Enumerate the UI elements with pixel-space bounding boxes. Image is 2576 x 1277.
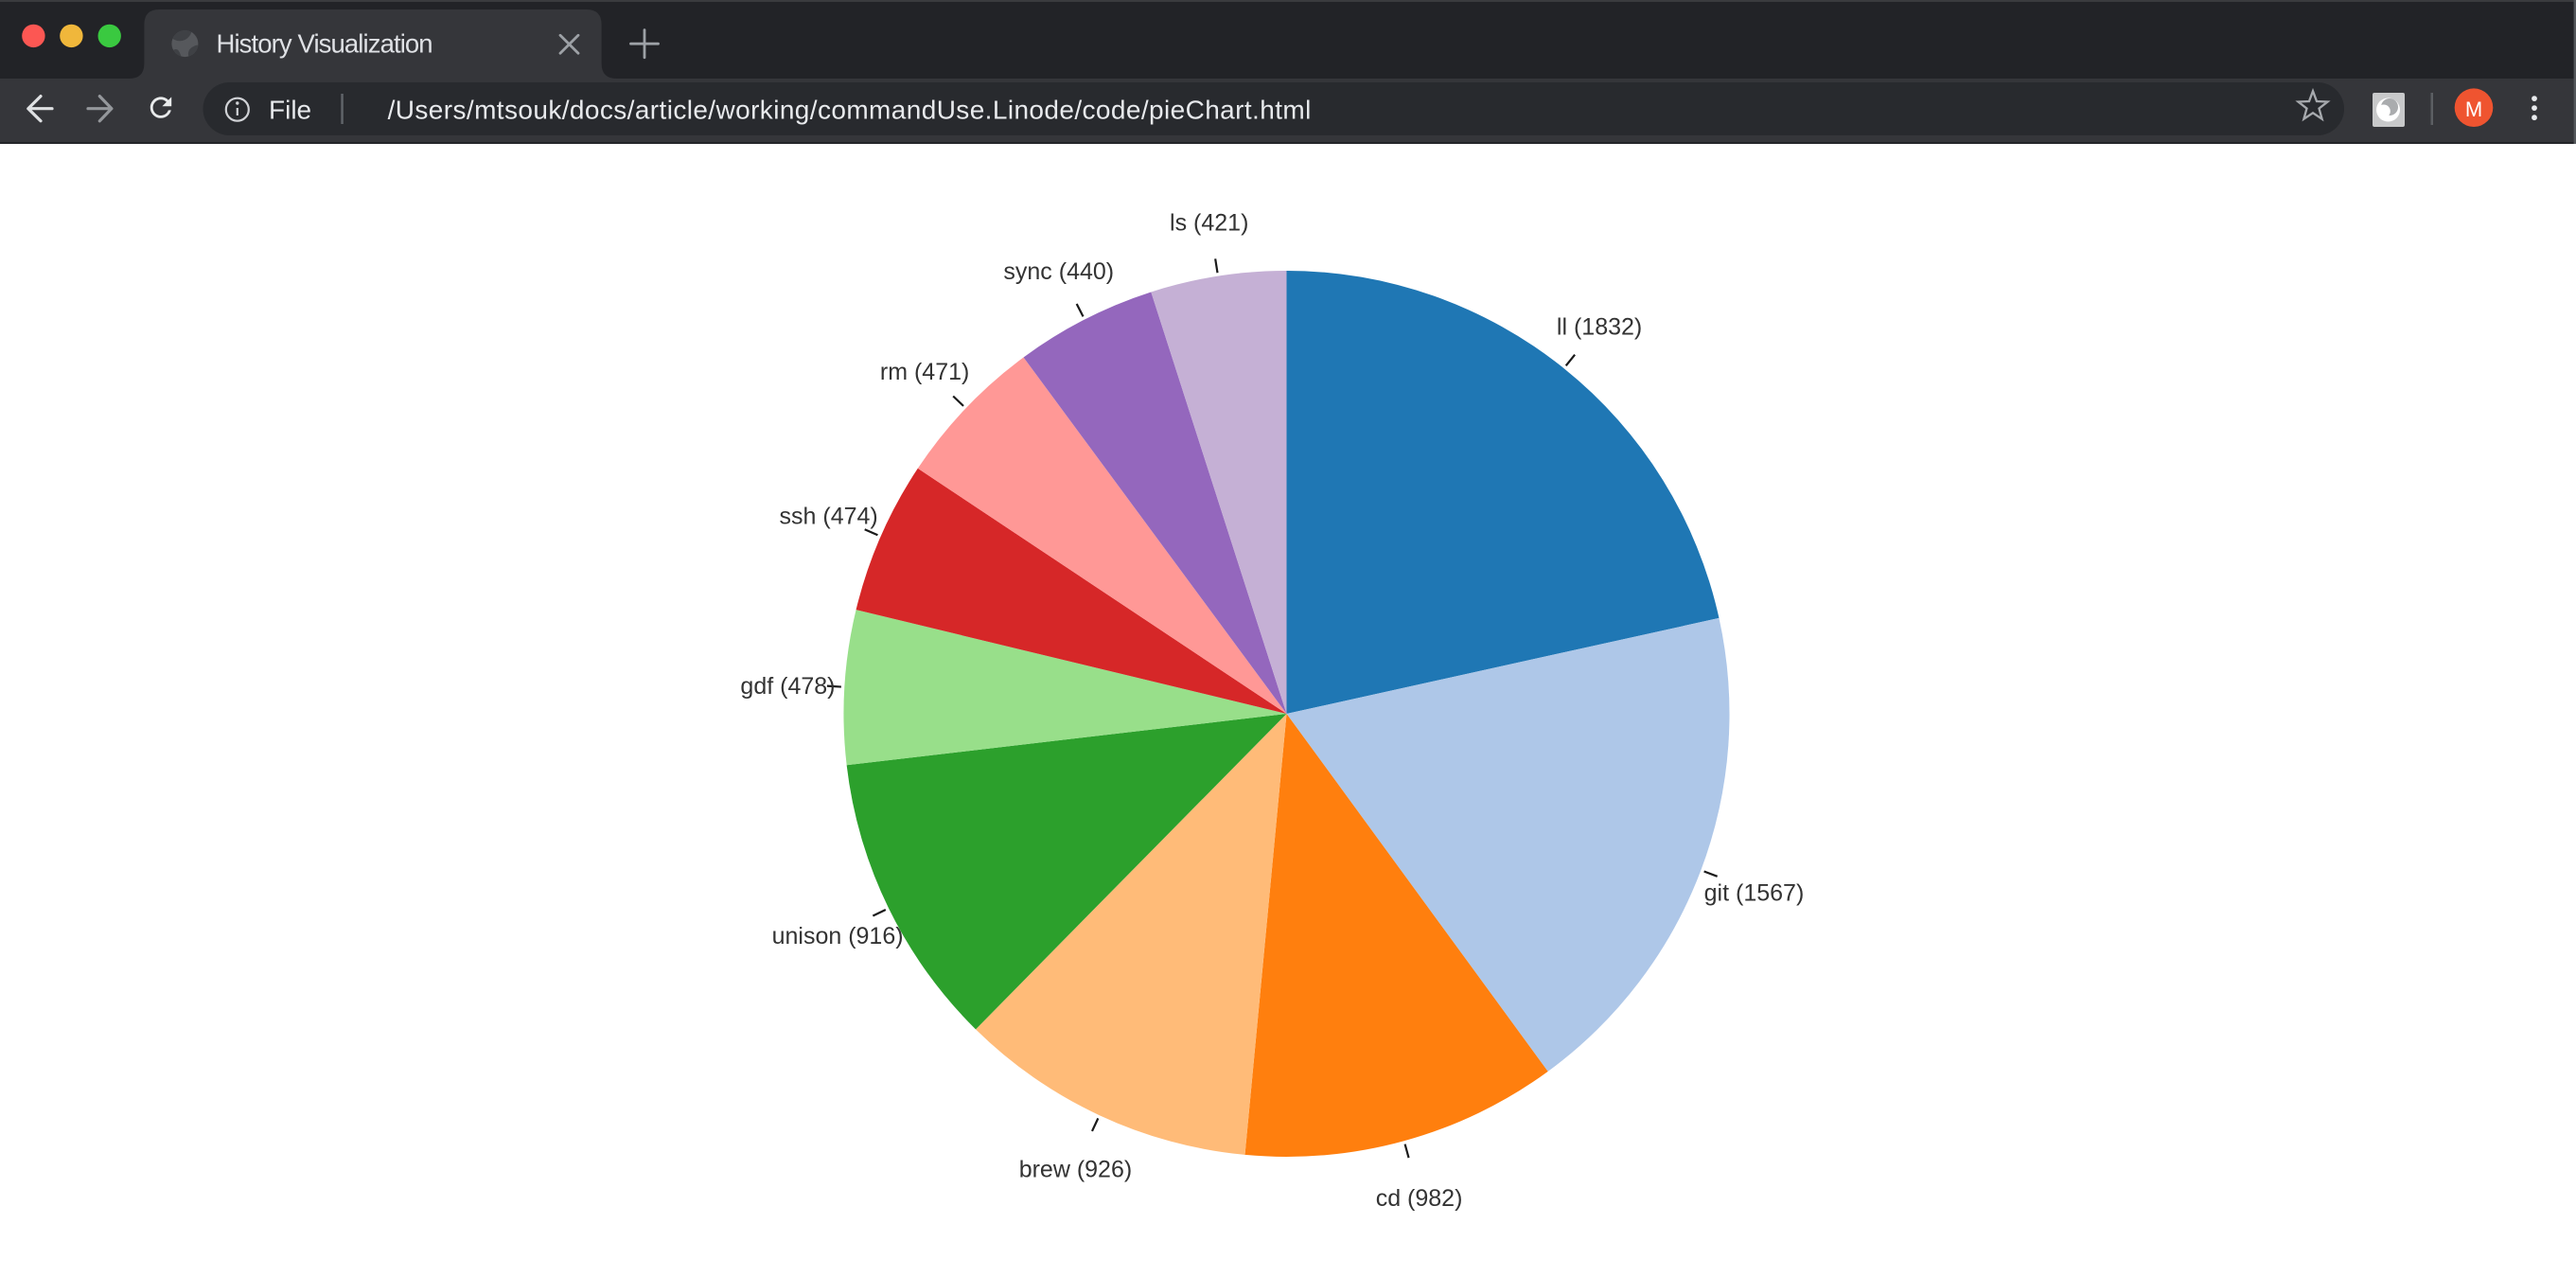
svg-text:git (1567): git (1567)	[1704, 879, 1805, 906]
svg-text:brew (926): brew (926)	[1019, 1157, 1133, 1183]
svg-text:/Users/mtsouk/docs/article/wor: /Users/mtsouk/docs/article/working/comma…	[388, 96, 1312, 125]
svg-text:unison (916): unison (916)	[772, 923, 904, 949]
svg-text:ssh (474): ssh (474)	[780, 504, 878, 530]
svg-text:M: M	[2465, 98, 2482, 121]
svg-text:sync (440): sync (440)	[1003, 258, 1114, 285]
svg-text:ls (421): ls (421)	[1170, 209, 1248, 236]
svg-text:ll (1832): ll (1832)	[1557, 313, 1642, 340]
svg-text:rm (471): rm (471)	[880, 359, 969, 385]
svg-text:File: File	[269, 96, 311, 125]
svg-text:History Visualization: History Visualization	[217, 28, 432, 58]
svg-text:gdf (478): gdf (478)	[740, 673, 835, 700]
svg-text:cd (982): cd (982)	[1376, 1185, 1463, 1212]
